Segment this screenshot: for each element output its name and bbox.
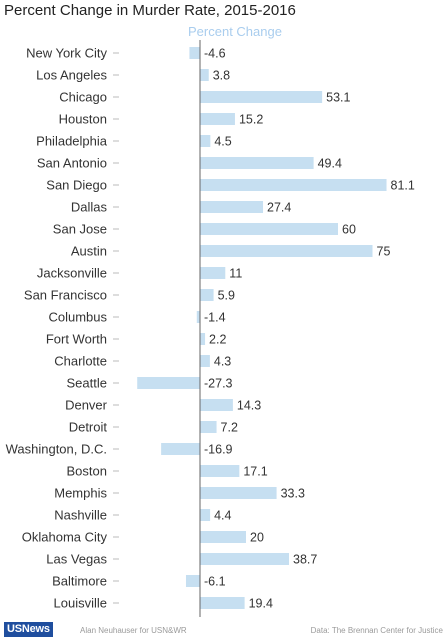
category-label: New York City <box>26 46 107 61</box>
value-label: 4.5 <box>214 135 231 149</box>
category-label: Houston <box>59 112 107 127</box>
bar <box>200 553 290 565</box>
bar <box>200 223 338 235</box>
category-label: Boston <box>67 464 107 479</box>
category-label: Baltimore <box>52 574 107 589</box>
bar <box>200 91 323 103</box>
value-label: -4.6 <box>204 47 226 61</box>
category-label: Las Vegas <box>46 552 107 567</box>
footer-source: Data: The Brennan Center for Justice <box>310 626 443 635</box>
value-label: 75 <box>377 245 391 259</box>
value-label: 3.8 <box>213 69 230 83</box>
category-label: Nashville <box>54 508 107 523</box>
category-label: Louisville <box>54 596 107 611</box>
chart-title: Percent Change in Murder Rate, 2015-2016 <box>4 2 296 19</box>
usnews-logo: USNews <box>4 622 53 637</box>
bar <box>200 135 211 147</box>
value-label: 17.1 <box>243 465 267 479</box>
value-label: 7.2 <box>221 421 238 435</box>
bar <box>200 245 373 257</box>
value-label: 38.7 <box>293 553 317 567</box>
bar <box>200 597 245 609</box>
bar <box>200 179 387 191</box>
value-label: -6.1 <box>204 575 226 589</box>
value-label: 2.2 <box>209 333 226 347</box>
category-label: San Francisco <box>24 288 107 303</box>
category-label: Denver <box>65 398 108 413</box>
bar <box>200 531 246 543</box>
value-label: 19.4 <box>249 597 273 611</box>
category-label: Columbus <box>48 310 107 325</box>
category-label: Los Angeles <box>36 68 107 83</box>
bar <box>200 113 235 125</box>
value-label: 53.1 <box>326 91 350 105</box>
bar <box>189 47 200 59</box>
category-label: Charlotte <box>54 354 107 369</box>
footer-credit: Alan Neuhauser for USN&WR <box>80 626 187 635</box>
bar <box>161 443 200 455</box>
bar <box>200 509 211 521</box>
bar <box>200 487 277 499</box>
category-label: San Jose <box>53 222 107 237</box>
category-label: Washington, D.C. <box>6 442 107 457</box>
category-label: Seattle <box>67 376 107 391</box>
bar <box>196 311 200 323</box>
value-label: 4.4 <box>214 509 231 523</box>
value-label: -1.4 <box>204 311 226 325</box>
bar <box>200 421 217 433</box>
value-label: 27.4 <box>267 201 291 215</box>
bar-chart: New York City -4.6 Los Angeles 3.8 Chicago 53… <box>6 40 415 617</box>
bar <box>200 355 210 367</box>
value-label: 5.9 <box>218 289 235 303</box>
bar <box>200 267 226 279</box>
bar <box>200 69 209 81</box>
category-label: Oklahoma City <box>22 530 108 545</box>
category-label: Chicago <box>59 90 107 105</box>
value-label: -27.3 <box>204 377 233 391</box>
series-label: Percent Change <box>188 24 282 39</box>
category-label: Dallas <box>71 200 108 215</box>
bar <box>185 575 200 587</box>
category-label: Austin <box>71 244 107 259</box>
category-label: Jacksonville <box>37 266 107 281</box>
category-label: Memphis <box>54 486 107 501</box>
value-label: 81.1 <box>391 179 415 193</box>
bar <box>200 333 206 345</box>
category-label: San Diego <box>46 178 107 193</box>
bar <box>200 201 264 213</box>
category-label: Fort Worth <box>46 332 107 347</box>
bar <box>200 465 240 477</box>
value-label: 14.3 <box>237 399 261 413</box>
category-label: San Antonio <box>37 156 107 171</box>
value-label: 20 <box>250 531 264 545</box>
footer: USNews Alan Neuhauser for USN&WR Data: T… <box>0 620 447 640</box>
value-label: 15.2 <box>239 113 263 127</box>
category-label: Detroit <box>69 420 108 435</box>
bar <box>137 377 200 389</box>
value-label: 33.3 <box>281 487 305 501</box>
value-label: 60 <box>342 223 356 237</box>
value-label: 11 <box>229 267 242 281</box>
bar <box>200 157 314 169</box>
value-label: 49.4 <box>318 157 342 171</box>
category-label: Philadelphia <box>36 134 108 149</box>
value-label: 4.3 <box>214 355 231 369</box>
bar <box>200 399 233 411</box>
value-label: -16.9 <box>204 443 233 457</box>
bar <box>200 289 214 301</box>
